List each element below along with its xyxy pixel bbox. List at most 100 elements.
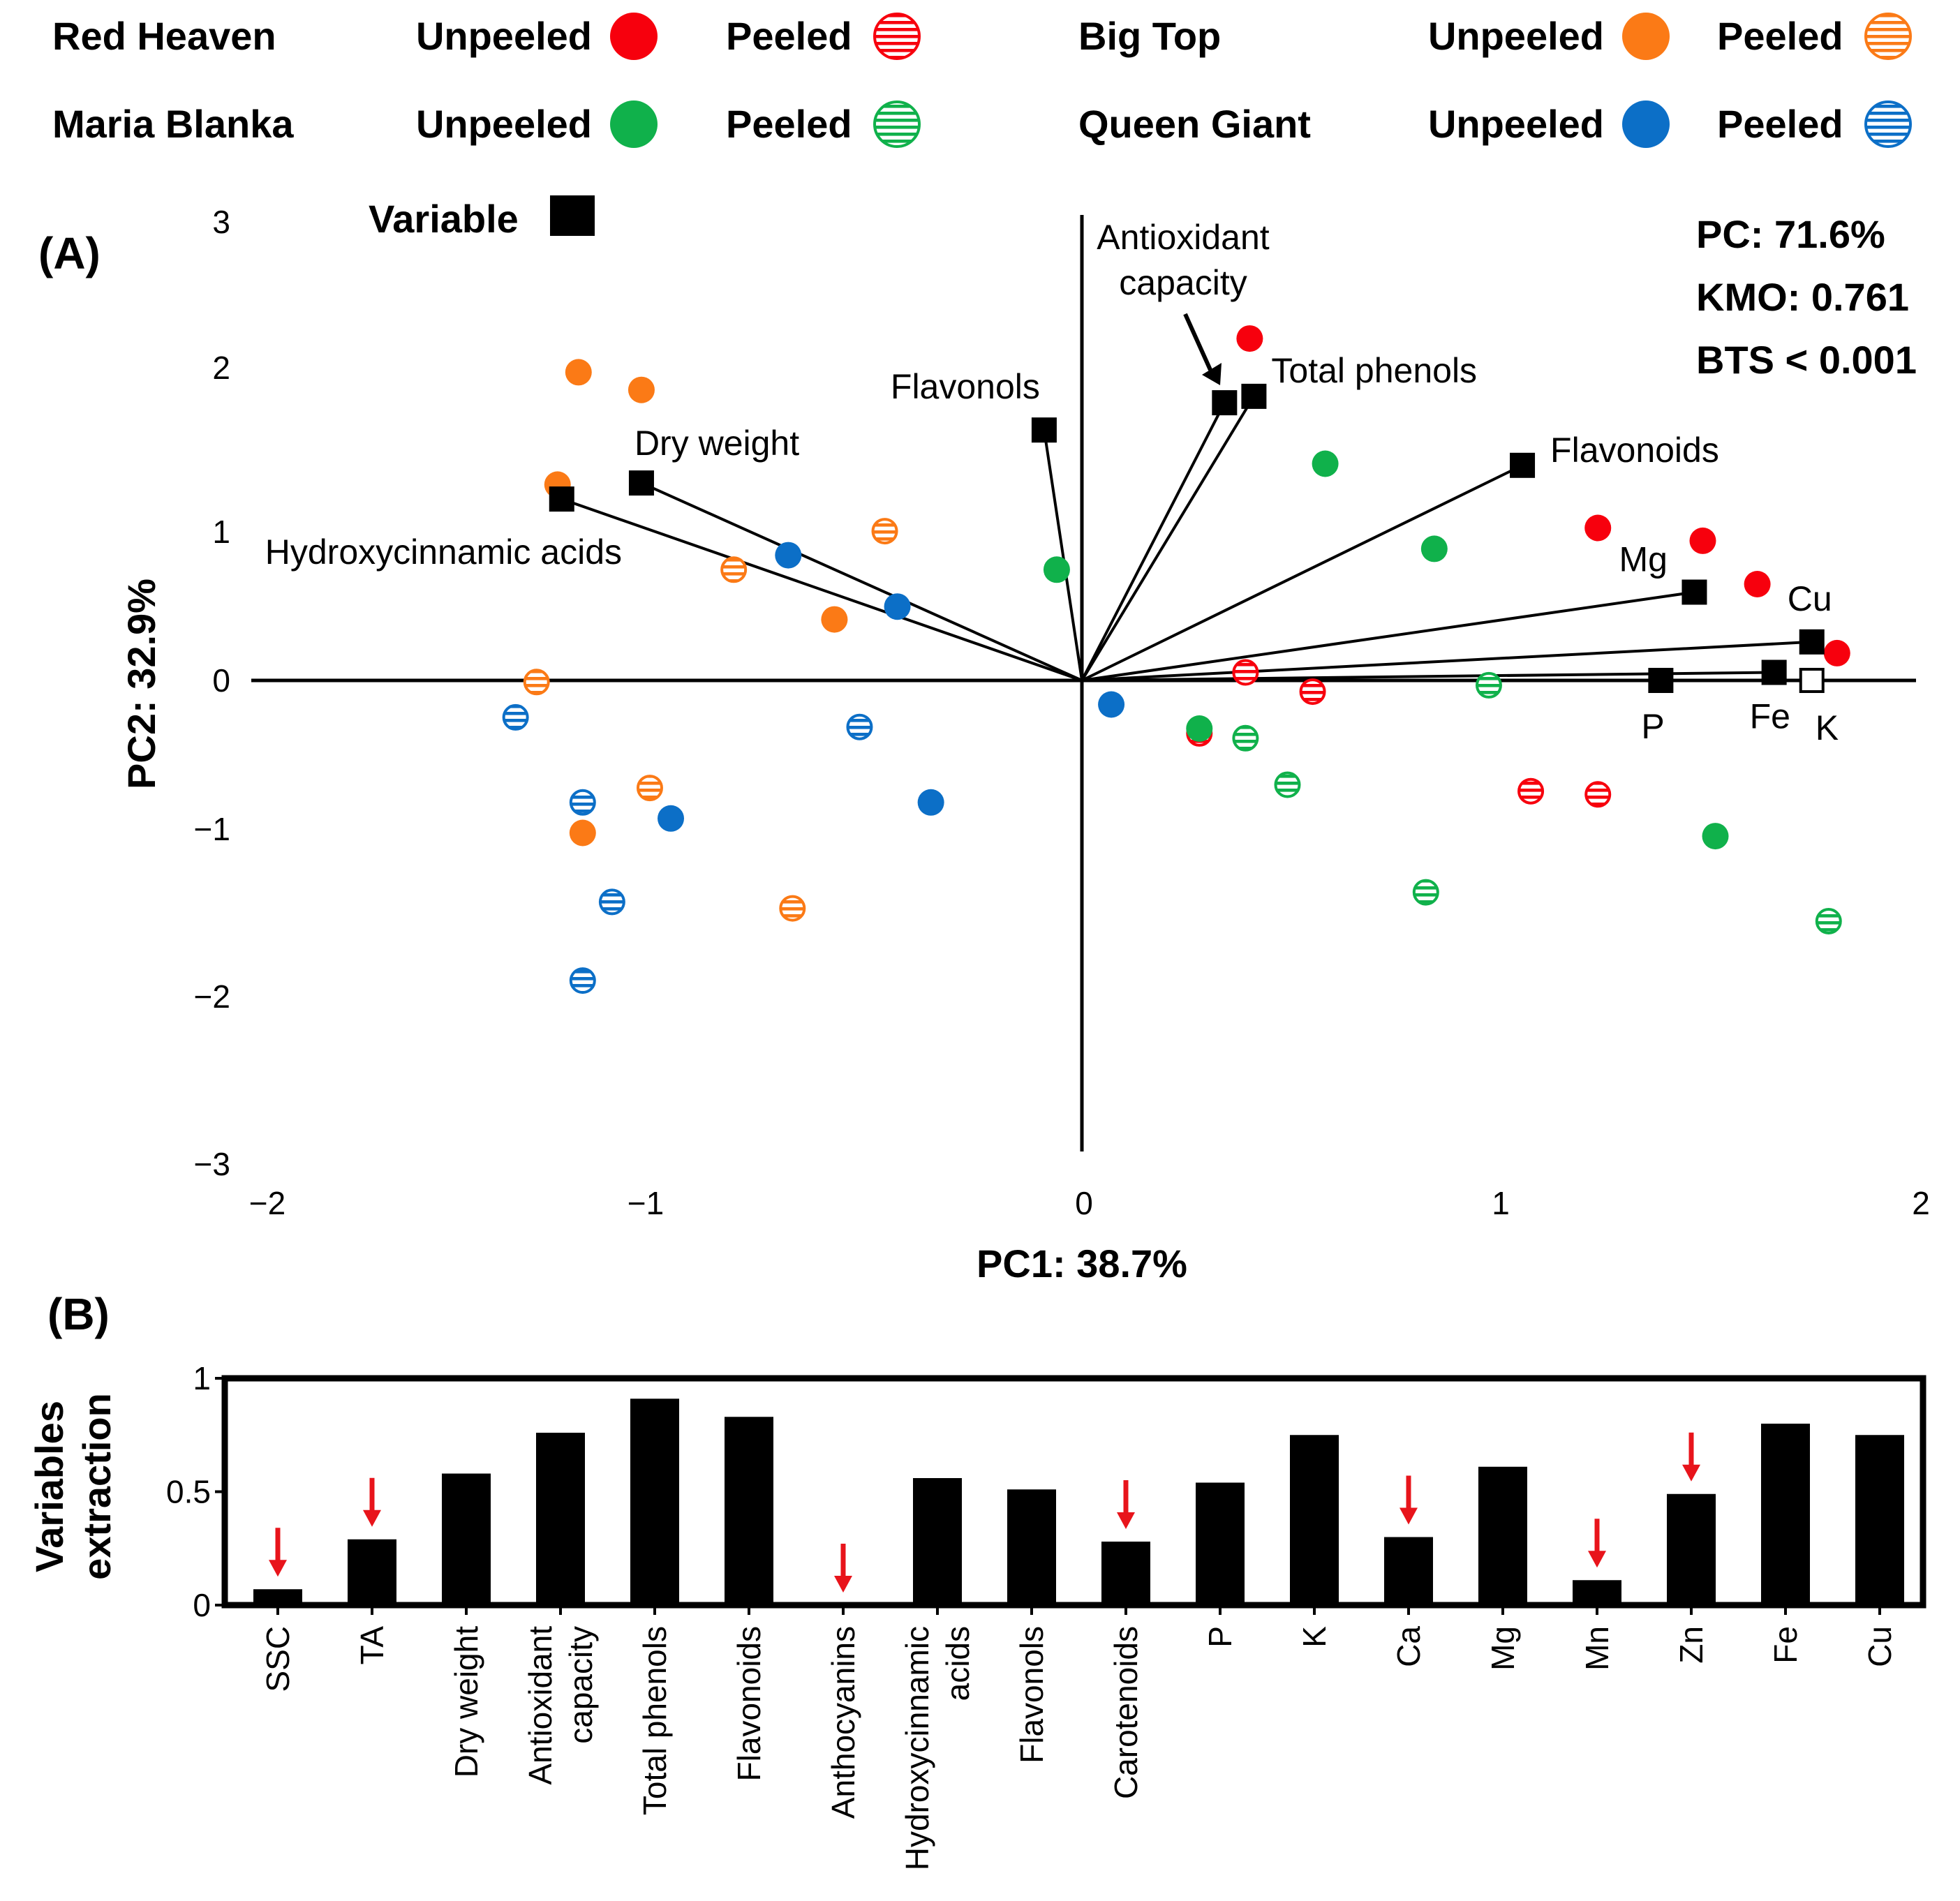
antioxidant-pointer-arrow-shaft (1183, 313, 1212, 371)
bar-category-label-line: SSC (260, 1626, 296, 1692)
low-extraction-arrow-head (363, 1509, 381, 1527)
antioxidant-pointer-arrow-head (1202, 363, 1222, 385)
legend-cultivar-label: Big Top (1078, 14, 1221, 58)
variable-label-antioxidant-capacity-line-1: Antioxidant (1097, 218, 1269, 257)
bar-flavonols (1007, 1489, 1056, 1605)
legend-unpeeled-marker (1622, 100, 1670, 148)
variable-label-dry-weight: Dry weight (634, 424, 799, 463)
legend-unpeeled-marker (610, 13, 658, 60)
bar-p (1196, 1482, 1245, 1605)
bar-dry-weight (442, 1473, 491, 1605)
bar-category-label-line: Dry weight (448, 1626, 484, 1778)
bar-category-label-fe: Fe (1767, 1626, 1804, 1664)
point-queen-giant-peeled (846, 713, 873, 740)
pca-x-tick-label: 0 (1075, 1185, 1093, 1221)
low-extraction-arrow-head (269, 1560, 287, 1577)
point-queen-giant-peeled (569, 967, 596, 994)
bar-category-label-line: Cu (1862, 1626, 1898, 1667)
point-red-heaven-unpeeled (1823, 639, 1850, 666)
variable-marker-flavonoids (1510, 452, 1536, 478)
bar-zn (1667, 1493, 1716, 1605)
variable-label-flavonoids: Flavonoids (1550, 431, 1719, 470)
variable-marker-fe (1761, 659, 1787, 685)
variable-marker-flavonols (1031, 417, 1057, 443)
bar-cu (1855, 1435, 1904, 1605)
bar-category-label-flavonols: Flavonols (1014, 1626, 1050, 1764)
bar-category-label-mg: Mg (1485, 1626, 1521, 1671)
bar-category-label-carotenoids: Carotenoids (1108, 1626, 1144, 1799)
pca-x-tick-label: 1 (1492, 1185, 1510, 1221)
variable-marker-antioxidant-capacity (1212, 390, 1238, 416)
bar-carotenoids (1101, 1542, 1150, 1605)
point-big-top-unpeeled (628, 376, 655, 403)
vector-cu (1081, 640, 1812, 682)
legend-unpeeled-label: Unpeeled (1428, 14, 1604, 58)
point-maria-blanka-unpeeled (1702, 823, 1729, 850)
bar-category-label-hydroxycinnamic-acids: Hydroxycinnamic acids (899, 1626, 976, 1870)
vector-mg (1081, 590, 1695, 682)
legend-unpeeled-label: Unpeeled (1428, 102, 1604, 146)
point-queen-giant-unpeeled (917, 789, 944, 816)
series-queen-giant-unpeeled (658, 542, 1125, 832)
legend-variable-marker (550, 195, 595, 236)
point-red-heaven-peeled (1517, 777, 1545, 805)
legend-peeled-marker (1864, 13, 1912, 60)
bar-category-label-total-phenols: Total phenols (637, 1626, 673, 1815)
low-extraction-arrow-head (834, 1576, 852, 1593)
bar-category-label-line: Zn (1673, 1626, 1709, 1664)
bar-y-axis-title-line-2: extraction (75, 1393, 119, 1580)
variable-marker-total-phenols (1241, 383, 1267, 409)
point-big-top-unpeeled (821, 606, 848, 633)
variable-label-fe: Fe (1750, 697, 1790, 736)
point-red-heaven-peeled (1584, 781, 1612, 808)
variable-label-flavonols: Flavonols (891, 367, 1040, 406)
bar-category-label-line: capacity (563, 1626, 599, 1744)
bar-category-label-ca: Ca (1390, 1626, 1427, 1667)
bar-k (1290, 1435, 1339, 1605)
legend-peeled-marker (1864, 100, 1912, 148)
x-axis-title: PC1: 38.7% (977, 1242, 1187, 1285)
bar-mn (1573, 1580, 1621, 1605)
series-queen-giant-peeled (502, 703, 873, 994)
point-maria-blanka-peeled (1412, 879, 1439, 906)
bar-category-label-p: P (1202, 1626, 1238, 1648)
point-big-top-peeled (779, 895, 806, 922)
point-queen-giant-unpeeled (884, 593, 911, 620)
pca-y-tick-label: −2 (194, 978, 230, 1015)
bar-total-phenols (630, 1399, 679, 1605)
low-extraction-arrow-head (1682, 1464, 1700, 1482)
bar-category-label-line: K (1296, 1626, 1332, 1648)
point-maria-blanka-peeled (1475, 671, 1502, 699)
point-queen-giant-unpeeled (775, 542, 802, 569)
legend-unpeeled-label: Unpeeled (416, 102, 592, 146)
stat-pc: PC: 71.6% (1696, 212, 1885, 256)
point-maria-blanka-unpeeled (1420, 535, 1448, 562)
series-maria-blanka-peeled (1232, 671, 1842, 934)
bar-y-tick-label: 0 (193, 1587, 211, 1623)
panel-b-label: (B) (47, 1289, 110, 1339)
legend-unpeeled-marker (1622, 13, 1670, 60)
variable-label-cu: Cu (1788, 579, 1832, 618)
bar-y-tick-label: 1 (193, 1360, 211, 1396)
bar-category-label-line: Ca (1390, 1626, 1427, 1667)
bar-category-label-zn: Zn (1673, 1626, 1709, 1664)
point-queen-giant-unpeeled (658, 805, 685, 832)
bar-category-label-cu: Cu (1862, 1626, 1898, 1667)
point-big-top-unpeeled (565, 359, 592, 386)
bar-category-label-k: K (1296, 1626, 1332, 1648)
bar-category-label-line: P (1202, 1626, 1238, 1648)
legend-variable-label: Variable (369, 197, 519, 241)
point-maria-blanka-peeled (1815, 908, 1842, 934)
series-maria-blanka-unpeeled (1043, 450, 1729, 850)
variable-marker-mg (1681, 579, 1707, 605)
variable-marker-hydroxycinnamic-acids (549, 486, 574, 512)
legend-group-maria-blanka: Maria Blanka Unpeeled Peeled (52, 100, 921, 148)
bar-category-label-line: Anthocyanins (825, 1626, 861, 1819)
pca-variables: Hydroxycinnamic acids Dry weight Flavonols… (265, 218, 1839, 747)
bar-category-label-dry-weight: Dry weight (448, 1626, 484, 1778)
point-big-top-unpeeled (569, 819, 596, 847)
legend-peeled-label: Peeled (726, 102, 852, 146)
point-queen-giant-unpeeled (1098, 691, 1125, 718)
legend-group-big-top: Big Top Unpeeled Peeled (1078, 13, 1912, 60)
legend-peeled-label: Peeled (1717, 102, 1843, 146)
